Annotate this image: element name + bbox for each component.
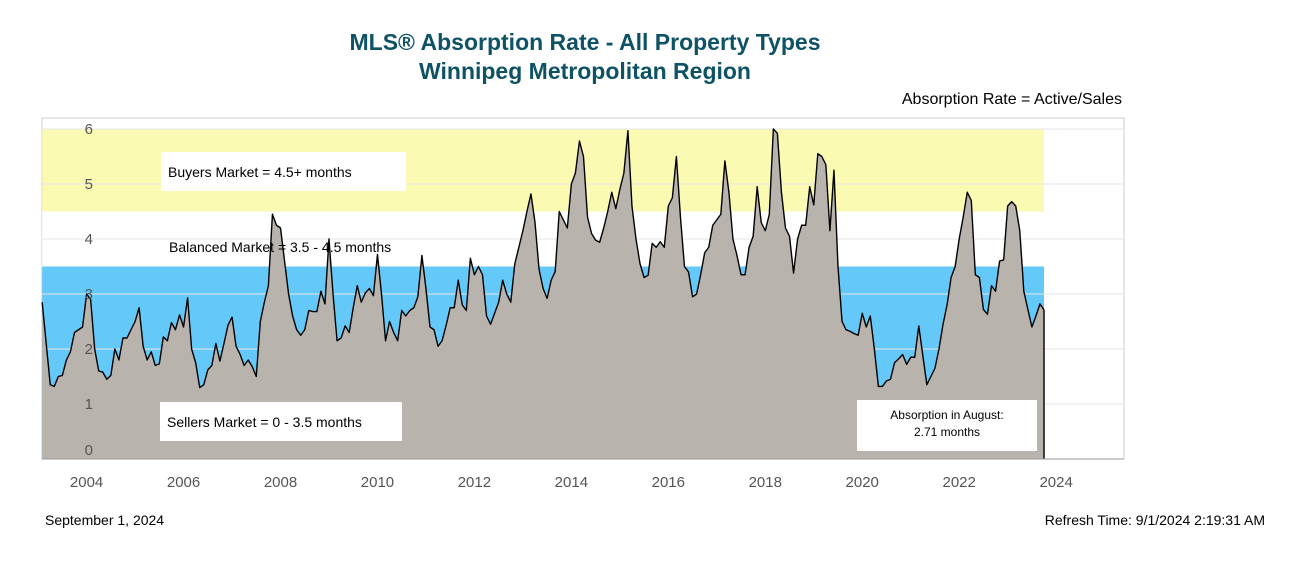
annotation-line2: 2.71 months [914,425,980,439]
y-tick-label: 1 [85,396,93,413]
x-tick-label: 2012 [458,474,491,491]
x-tick-label: 2006 [167,474,200,491]
chart-title: MLS® Absorption Rate - All Property Type… [349,29,821,55]
buyers-market-box: Buyers Market = 4.5+ months [161,152,406,191]
y-axis-ticks: 0 1 2 3 4 5 6 [85,121,93,459]
y-tick-label: 2 [85,341,93,358]
y-tick-label: 0 [85,442,93,459]
x-tick-label: 2016 [652,474,685,491]
buyers-market-label: Buyers Market = 4.5+ months [168,164,352,180]
x-tick-label: 2010 [361,474,394,491]
x-tick-label: 2024 [1039,474,1072,491]
balanced-market-label: Balanced Market = 3.5 - 4.5 months [169,239,391,255]
x-tick-label: 2022 [942,474,975,491]
x-tick-label: 2004 [70,474,103,491]
annotation-line1: Absorption in August: [890,408,1003,422]
sellers-market-label: Sellers Market = 0 - 3.5 months [167,414,362,430]
x-tick-label: 2018 [749,474,782,491]
chart-subtitle: Winnipeg Metropolitan Region [419,58,751,84]
formula-label: Absorption Rate = Active/Sales [901,91,1122,108]
august-annotation-box: Absorption in August: 2.71 months [857,400,1037,451]
absorption-line [41,128,1045,389]
x-tick-label: 2008 [264,474,297,491]
y-tick-label: 4 [85,231,93,248]
sellers-market-box: Sellers Market = 0 - 3.5 months [160,402,402,441]
report-date: September 1, 2024 [45,512,165,528]
x-axis-ticks: 2004 2006 2008 2010 2012 2014 2016 2018 2020 2022… [70,474,1073,491]
y-tick-label: 3 [85,286,93,303]
refresh-time: Refresh Time: 9/1/2024 2:19:31 AM [1044,512,1265,528]
y-tick-label: 5 [85,176,93,193]
absorption-area [42,129,1045,459]
x-tick-label: 2020 [846,474,879,491]
y-tick-label: 6 [85,121,93,138]
x-tick-label: 2014 [555,474,588,491]
